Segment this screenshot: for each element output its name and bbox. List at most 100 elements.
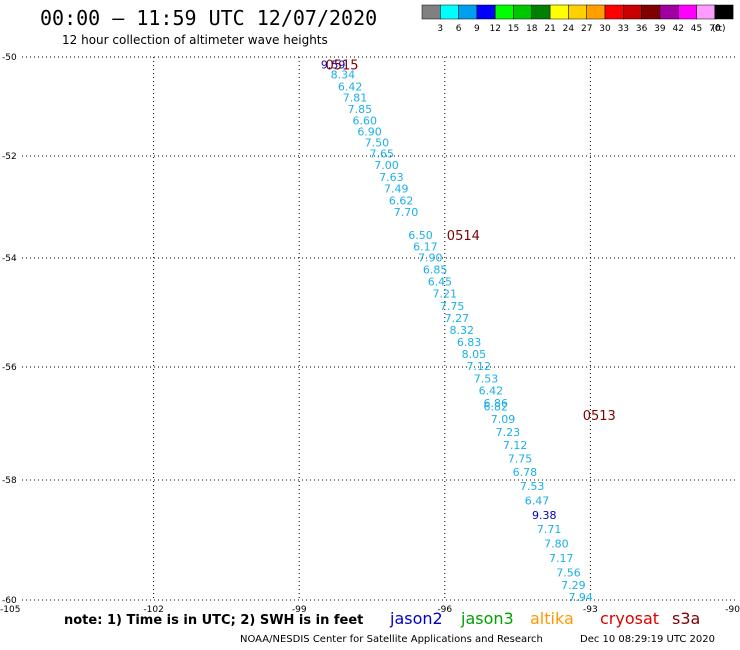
wave-height-value: 6.62 — [389, 194, 414, 207]
legend-swatch — [677, 4, 697, 20]
y-tick-label: -58 — [2, 476, 17, 486]
legend-swatch — [421, 4, 441, 20]
wave-height-value: 6.50 — [408, 229, 433, 242]
legend-swatch — [531, 4, 551, 20]
wave-height-value: 7.23 — [496, 426, 521, 439]
legend-swatch — [659, 4, 679, 20]
legend-label: 36 — [636, 24, 648, 34]
pass-label: 0514 — [447, 229, 480, 244]
wave-height-value: 7.90 — [418, 251, 443, 264]
y-tick-label: -60 — [2, 596, 17, 606]
wave-height-value: 7.17 — [549, 552, 574, 565]
x-tick-label: -96 — [437, 605, 452, 615]
legend-label: 9 — [474, 24, 480, 34]
wave-height-value: 6.60 — [352, 114, 377, 127]
legend-swatch — [458, 4, 478, 20]
legend-label: 39 — [654, 24, 666, 34]
legend-swatch — [641, 4, 661, 20]
wave-height-value: 7.00 — [374, 159, 399, 172]
legend-label: 24 — [563, 24, 575, 34]
legend-swatch — [476, 4, 496, 20]
wave-height-value: 9.38 — [532, 509, 557, 522]
legend-label: 27 — [581, 24, 592, 34]
wave-height-value: 6.83 — [457, 336, 482, 349]
legend-label: 21 — [544, 24, 555, 34]
wave-height-value: 7.65 — [369, 148, 394, 161]
satellite-altika: altika — [530, 609, 574, 628]
legend-swatch — [623, 4, 642, 20]
wave-height-value: 8.32 — [450, 324, 475, 337]
data-points: 9.598.346.427.817.856.606.907.507.657.00… — [321, 58, 593, 604]
wave-height-value: 7.09 — [491, 413, 516, 426]
wave-height-value: 6.45 — [428, 275, 453, 288]
wave-height-value: 7.75 — [508, 453, 533, 466]
wave-height-value: 7.50 — [365, 137, 390, 150]
axis-ticks: -105 -102 -99 -96 -93 -90 -50 -52 -54 -56 -58 -60 — [0, 53, 740, 615]
satellite-cryosat: cryosat — [600, 609, 660, 628]
y-tick-label: -54 — [2, 254, 17, 264]
legend-unit: (ft) — [712, 24, 726, 34]
wave-height-value: 6.82 — [484, 401, 509, 414]
legend-label: 33 — [618, 24, 629, 34]
wave-height-value: 7.85 — [348, 103, 373, 116]
chart-title: 00:00 – 11:59 UTC 12/07/2020 — [40, 6, 378, 30]
y-tick-label: -50 — [2, 53, 17, 63]
footer-note: note: 1) Time is in UTC; 2) SWH is in fe… — [64, 613, 364, 628]
x-tick-label: -99 — [292, 605, 307, 615]
legend-swatch — [696, 4, 716, 20]
wave-height-value: 7.71 — [537, 523, 562, 536]
wave-height-value: 7.12 — [503, 439, 528, 452]
wave-height-value: 7.29 — [561, 579, 586, 592]
wave-height-value: 7.80 — [544, 538, 569, 551]
legend-swatch — [494, 4, 514, 20]
wave-height-value: 6.42 — [479, 385, 504, 398]
wave-height-value: 9.59 — [321, 58, 346, 71]
wave-height-value: 7.21 — [433, 287, 458, 300]
wave-height-value: 7.53 — [474, 372, 499, 385]
wave-height-value: 7.70 — [394, 206, 419, 219]
chart-subtitle: 12 hour collection of altimeter wave hei… — [62, 33, 328, 47]
pass-label: 0515 — [325, 58, 358, 73]
legend-label: 45 — [691, 24, 702, 34]
wave-height-value: 6.90 — [357, 125, 382, 138]
x-tick-label: -93 — [583, 605, 598, 615]
x-tick-label: -102 — [143, 605, 163, 615]
wave-height-value: 7.53 — [520, 480, 545, 493]
x-tick-label: -90 — [725, 605, 740, 615]
wave-height-value: 7.27 — [445, 312, 470, 325]
legend-swatch — [513, 4, 533, 20]
wave-height-value: 7.81 — [343, 92, 368, 105]
legend-label: 70 — [709, 24, 721, 34]
wave-height-value: 6.85 — [423, 263, 448, 276]
wave-height-value: 7.12 — [467, 360, 492, 373]
legend-swatch — [714, 4, 734, 20]
y-tick-label: -52 — [2, 152, 17, 162]
footer-credit: NOAA/NESDIS Center for Satellite Applica… — [240, 634, 543, 645]
legend-label: 42 — [672, 24, 683, 34]
pass-labels: 0515 0514 0513 — [325, 58, 615, 424]
legend-label: 18 — [526, 24, 538, 34]
legend-swatch — [568, 4, 587, 20]
satellite-s3a: s3a — [672, 609, 701, 628]
legend-label: 12 — [489, 24, 500, 34]
wave-height-value: 6.42 — [338, 81, 363, 94]
legend-label: 30 — [599, 24, 611, 34]
legend-label: 6 — [456, 24, 462, 34]
legend-swatch — [440, 4, 459, 20]
wave-height-value: 6.86 — [484, 397, 509, 410]
x-tick-label: -105 — [0, 605, 20, 615]
wave-height-value: 6.47 — [525, 494, 550, 507]
satellite-jason2: jason2 — [390, 609, 443, 628]
map-grid — [22, 56, 736, 601]
wave-height-value: 8.34 — [331, 68, 356, 81]
wave-height-value: 7.94 — [568, 591, 593, 604]
wave-height-value: 7.49 — [384, 183, 409, 196]
wave-height-value: 7.56 — [556, 566, 581, 579]
legend-swatch — [549, 4, 569, 20]
satellite-jason3: jason3 — [461, 609, 514, 628]
wave-height-value: 7.75 — [440, 300, 465, 313]
legend-label: 15 — [508, 24, 519, 34]
y-tick-label: -56 — [2, 363, 17, 373]
legend-swatch — [604, 4, 624, 20]
